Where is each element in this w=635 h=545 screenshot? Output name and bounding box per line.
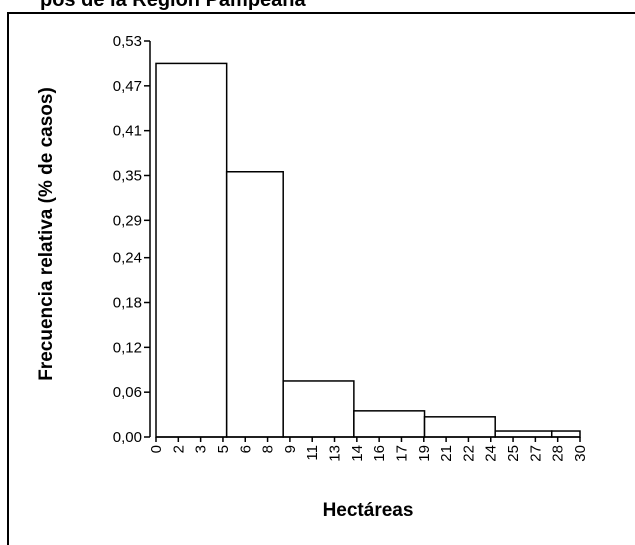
y-tick-label-5: 0,29 (113, 212, 142, 229)
x-tick-label-17: 27 (527, 445, 544, 462)
frame-left-border (7, 12, 9, 545)
histogram-bar-0 (155, 62, 228, 438)
y-tick-label-6: 0,35 (113, 167, 142, 184)
histogram-bar-3 (353, 410, 426, 438)
x-tick-label-15: 24 (483, 445, 500, 462)
x-tick-label-12: 19 (416, 445, 433, 462)
y-axis: 0,00 0,06 0,12 0,18 0,24 0,29 0,35 0,41 0,47 0,53 (113, 33, 151, 446)
x-tick-label-2: 3 (193, 445, 210, 453)
y-tick-label-1: 0,06 (113, 384, 142, 401)
histogram-bar-4 (423, 416, 496, 438)
y-tick-label-4: 0,24 (113, 250, 142, 267)
histogram-bar-5 (494, 430, 553, 438)
y-tick-label-8: 0,47 (113, 78, 142, 95)
histogram-bar-1 (225, 171, 284, 438)
y-tick-label-7: 0,41 (113, 123, 142, 140)
y-tick-label-2: 0,12 (113, 339, 142, 356)
x-tick-label-16: 25 (505, 445, 522, 462)
x-tick-label-5: 8 (260, 445, 277, 453)
x-tick-label-10: 16 (371, 445, 388, 462)
x-tick-label-0: 0 (148, 445, 165, 453)
x-tick-label-1: 2 (170, 445, 187, 453)
x-tick-label-3: 5 (215, 445, 232, 453)
x-tick-label-7: 11 (304, 445, 321, 461)
x-tick-label-9: 14 (349, 445, 366, 462)
chart-title: pos de la Region Pampeana (34, 0, 312, 12)
x-tick-label-19: 30 (572, 445, 589, 462)
x-tick-label-14: 22 (460, 445, 477, 462)
x-tick-label-4: 6 (237, 445, 254, 453)
x-tick-label-11: 17 (393, 445, 410, 462)
frame-top-border (7, 12, 635, 14)
histogram-bar-6 (550, 430, 581, 438)
bars-group (155, 62, 581, 438)
histogram-bar-2 (282, 380, 355, 438)
y-axis-title: Frecuencia relativa (% de casos) (36, 87, 57, 381)
x-tick-label-6: 9 (282, 445, 299, 453)
x-tick-label-8: 13 (327, 445, 344, 462)
x-axis-title: Hectáreas (323, 500, 414, 521)
x-axis: 0 2 3 5 6 8 9 11 13 14 16 17 19 21 22 24 25 27 28 30 (148, 436, 589, 462)
y-tick-label-3: 0,18 (113, 295, 142, 312)
y-tick-label-0: 0,00 (113, 429, 142, 446)
y-tick-label-9: 0,53 (113, 33, 142, 50)
x-tick-label-13: 21 (438, 445, 455, 462)
x-tick-label-18: 28 (550, 445, 567, 462)
